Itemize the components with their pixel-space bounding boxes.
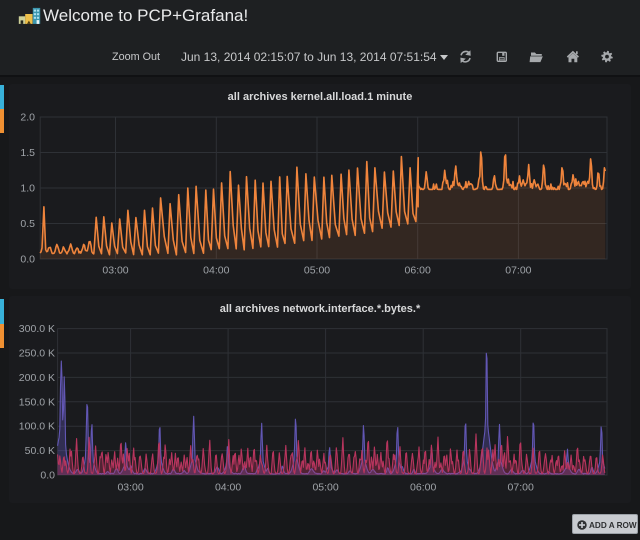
svg-text:04:00: 04:00 [215, 482, 241, 494]
svg-text:50.0 K: 50.0 K [25, 445, 55, 457]
svg-text:03:00: 03:00 [102, 265, 128, 277]
svg-text:06:00: 06:00 [410, 482, 436, 494]
svg-text:1.5: 1.5 [20, 147, 35, 159]
svg-text:07:00: 07:00 [505, 265, 531, 277]
svg-text:04:00: 04:00 [203, 265, 229, 277]
svg-text:07:00: 07:00 [508, 482, 534, 494]
svg-text:0.0: 0.0 [20, 254, 35, 266]
svg-text:100.0 K: 100.0 K [19, 421, 55, 433]
svg-text:150.0 K: 150.0 K [19, 396, 55, 408]
svg-text:1.0: 1.0 [20, 183, 35, 195]
svg-text:2.0: 2.0 [20, 112, 35, 124]
svg-text:03:00: 03:00 [117, 482, 143, 494]
svg-text:0.0: 0.0 [40, 470, 55, 482]
svg-text:0.5: 0.5 [20, 218, 35, 230]
svg-text:250.0 K: 250.0 K [19, 348, 55, 360]
svg-text:05:00: 05:00 [304, 265, 330, 277]
svg-text:300.0 K: 300.0 K [19, 323, 55, 335]
svg-text:200.0 K: 200.0 K [19, 372, 55, 384]
svg-text:05:00: 05:00 [312, 482, 338, 494]
svg-text:06:00: 06:00 [405, 265, 431, 277]
